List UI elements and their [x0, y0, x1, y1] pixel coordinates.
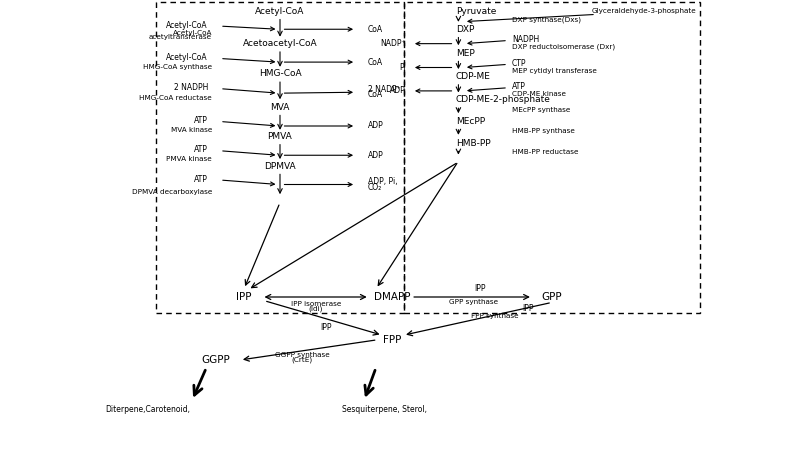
Text: CTP: CTP: [512, 58, 526, 68]
Text: 2 NADPH: 2 NADPH: [174, 83, 208, 92]
Text: FPP: FPP: [383, 335, 401, 345]
Text: DMAPP: DMAPP: [374, 292, 410, 302]
Text: CoA: CoA: [368, 58, 383, 67]
Text: MVA: MVA: [270, 103, 290, 112]
Text: NADP⁺: NADP⁺: [380, 39, 406, 48]
Text: Sesquiterpene, Sterol,: Sesquiterpene, Sterol,: [342, 405, 426, 414]
Text: IPP: IPP: [236, 292, 252, 302]
Text: ADP, Pi,: ADP, Pi,: [368, 177, 398, 186]
Text: (CrtE): (CrtE): [292, 357, 313, 363]
Text: Diterpene,Carotenoid,: Diterpene,Carotenoid,: [106, 405, 190, 414]
Text: GGPP synthase: GGPP synthase: [275, 352, 330, 359]
Text: GPP synthase: GPP synthase: [449, 299, 498, 305]
Text: DXP: DXP: [456, 25, 474, 34]
Text: DXP synthase(Dxs): DXP synthase(Dxs): [512, 16, 581, 22]
Text: IPP: IPP: [522, 304, 534, 313]
Text: ATP: ATP: [194, 145, 208, 154]
Text: 2 NADP⁺: 2 NADP⁺: [368, 86, 401, 94]
Text: ATP: ATP: [194, 116, 208, 125]
Text: ADP: ADP: [390, 86, 406, 95]
Text: DPMVA: DPMVA: [264, 162, 296, 171]
Text: HMG-CoA synthase: HMG-CoA synthase: [143, 64, 212, 70]
Text: MVA kinase: MVA kinase: [170, 126, 212, 133]
Text: (Idi): (Idi): [309, 305, 323, 311]
Text: PMVA kinase: PMVA kinase: [166, 156, 212, 162]
Text: MEcPP: MEcPP: [456, 117, 485, 126]
Text: DPMVA decarboxylase: DPMVA decarboxylase: [132, 189, 212, 195]
Text: MEP: MEP: [456, 49, 474, 58]
Text: IPP: IPP: [474, 284, 486, 293]
Text: FPP synthase: FPP synthase: [470, 313, 518, 319]
Text: Acetyl-CoA: Acetyl-CoA: [173, 30, 212, 36]
Text: HMG-CoA reductase: HMG-CoA reductase: [139, 94, 212, 101]
Text: CoA: CoA: [368, 90, 383, 99]
Text: Pyruvate: Pyruvate: [456, 7, 496, 16]
Text: Acetoacetyl-CoA: Acetoacetyl-CoA: [242, 39, 318, 48]
Text: NADPH: NADPH: [512, 35, 539, 44]
Text: CO₂: CO₂: [368, 183, 382, 192]
Text: MEP cytidyl transferase: MEP cytidyl transferase: [512, 68, 597, 74]
Text: PMVA: PMVA: [268, 132, 292, 141]
Text: HMB-PP synthase: HMB-PP synthase: [512, 128, 575, 135]
Text: ATP: ATP: [512, 82, 526, 91]
Text: CDP-ME kinase: CDP-ME kinase: [512, 90, 566, 97]
Text: acetyltransferase: acetyltransferase: [149, 34, 212, 40]
Text: CDP-ME: CDP-ME: [456, 72, 491, 81]
Text: HMB-PP: HMB-PP: [456, 139, 490, 148]
Text: IPP: IPP: [321, 323, 332, 332]
Text: Acetyl-CoA: Acetyl-CoA: [166, 21, 208, 30]
Text: CoA: CoA: [368, 25, 383, 34]
Text: GPP: GPP: [542, 292, 562, 302]
Text: HMG-CoA: HMG-CoA: [258, 69, 302, 78]
Text: HMB-PP reductase: HMB-PP reductase: [512, 149, 578, 155]
Text: MEcPP synthase: MEcPP synthase: [512, 107, 570, 113]
Text: Acetyl-CoA: Acetyl-CoA: [255, 7, 305, 16]
Text: IPP isomerase: IPP isomerase: [291, 301, 341, 307]
Text: Acetyl-CoA: Acetyl-CoA: [166, 53, 208, 62]
Text: ADP: ADP: [368, 151, 384, 160]
Text: GGPP: GGPP: [202, 355, 230, 365]
Text: ADP: ADP: [368, 122, 384, 130]
Text: DXP reductoisomerase (Dxr): DXP reductoisomerase (Dxr): [512, 44, 615, 50]
Text: CDP-ME-2-phosphate: CDP-ME-2-phosphate: [456, 95, 551, 104]
Text: Pi: Pi: [399, 63, 406, 72]
Text: ATP: ATP: [194, 175, 208, 184]
Text: Glyceraldehyde-3-phosphate: Glyceraldehyde-3-phosphate: [591, 8, 696, 14]
